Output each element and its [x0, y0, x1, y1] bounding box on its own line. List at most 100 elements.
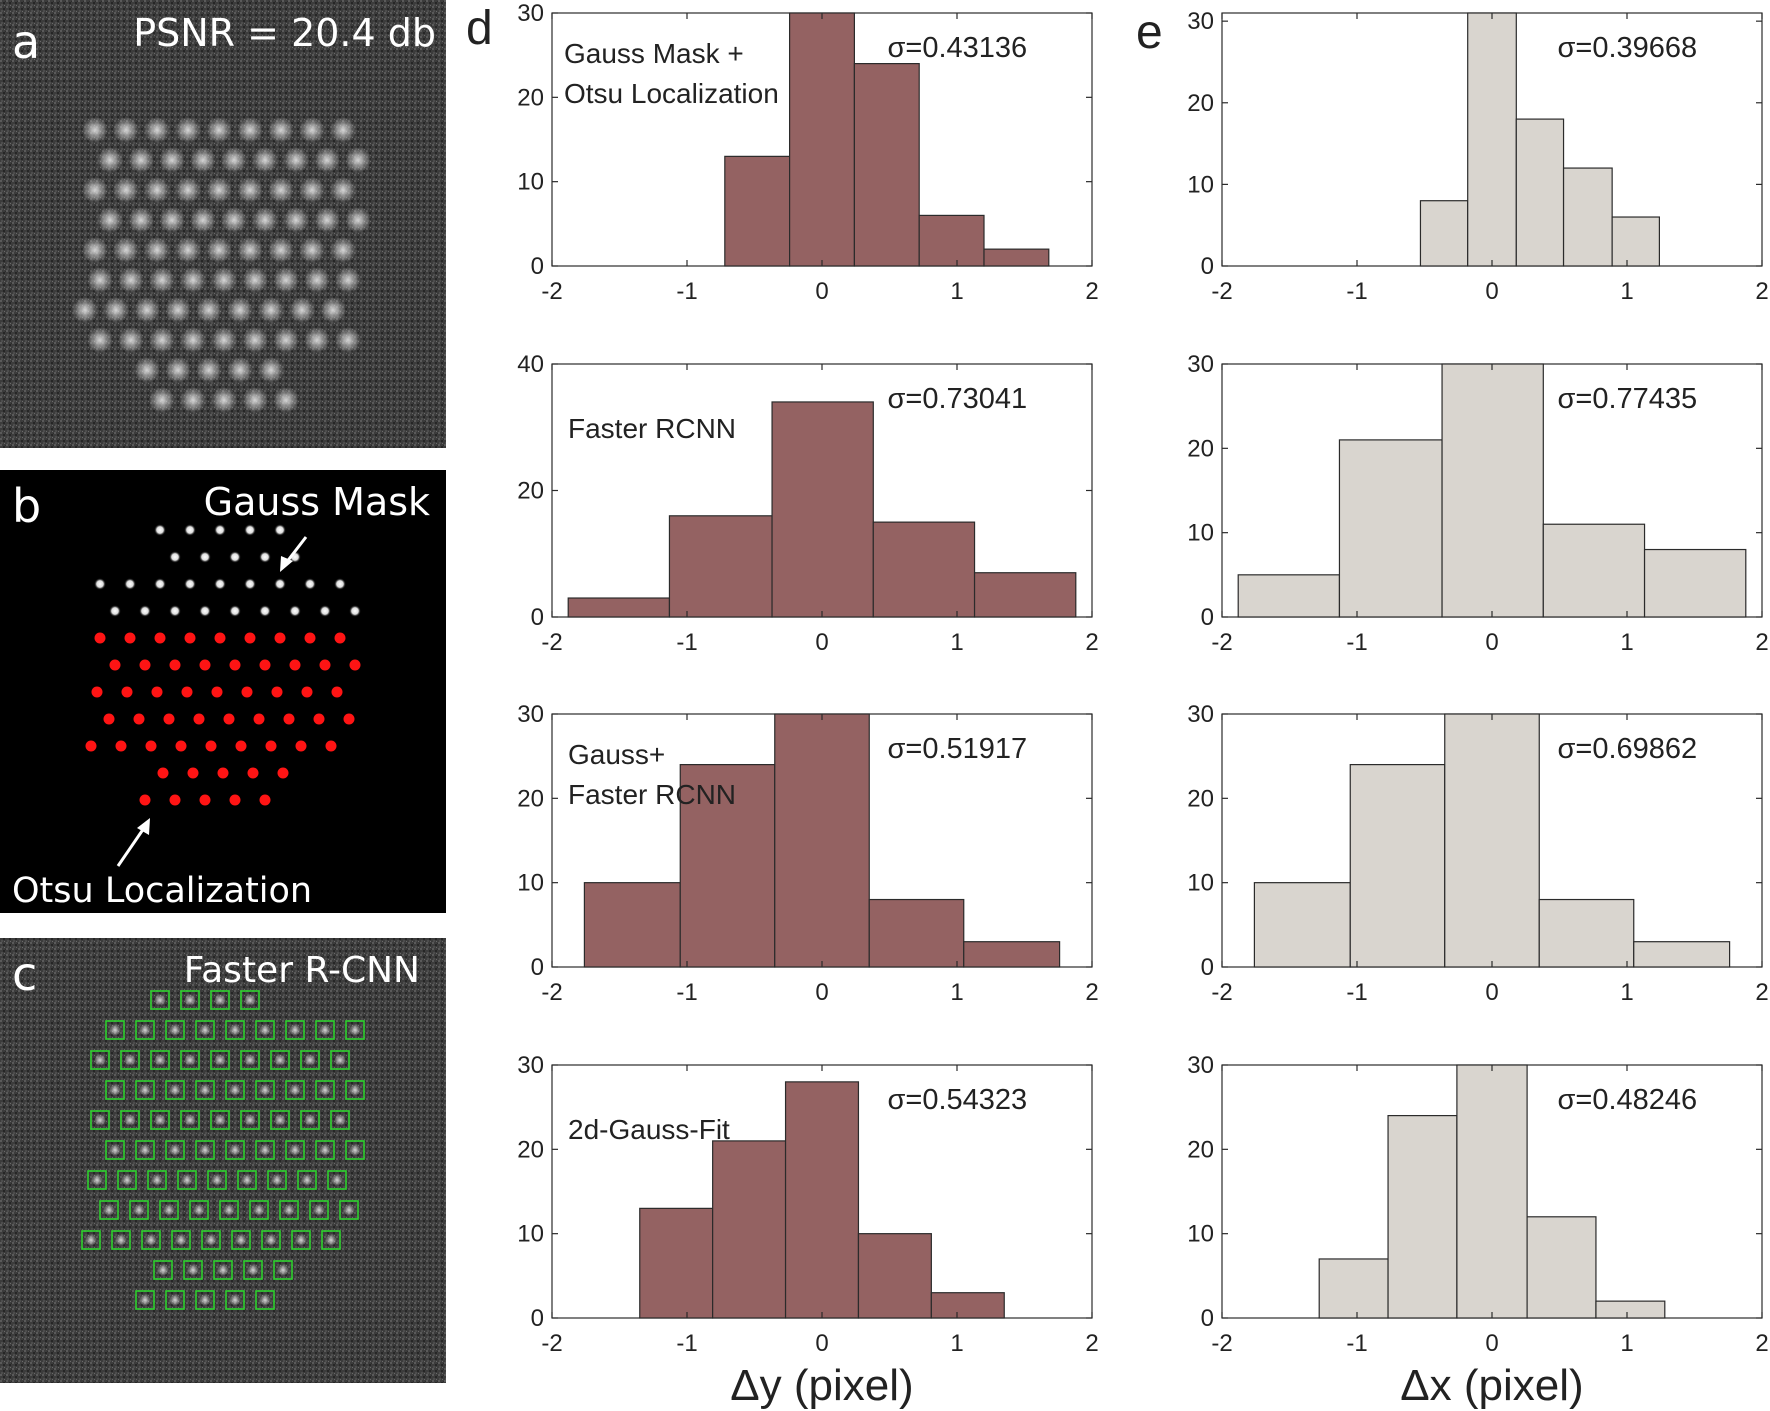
detection-box	[105, 1080, 125, 1100]
y-tick-label: 0	[1201, 954, 1214, 981]
detection-box	[180, 990, 200, 1010]
detection-box	[330, 1050, 350, 1070]
bar	[973, 572, 1077, 618]
spot	[134, 297, 160, 323]
panel-a-spots	[72, 117, 371, 413]
detection-box	[285, 1140, 305, 1160]
otsu-spot	[349, 659, 361, 671]
spot	[289, 1084, 301, 1096]
spot	[199, 1294, 211, 1306]
spot	[265, 1234, 277, 1246]
detection-box	[219, 1200, 239, 1220]
panel-label-b: b	[12, 479, 41, 533]
spot	[345, 207, 371, 233]
spot	[345, 147, 371, 173]
bar	[1538, 898, 1635, 968]
gauss-mask-spot	[349, 605, 361, 617]
x-tick-label: 0	[1485, 278, 1498, 305]
otsu-spot	[271, 686, 283, 698]
y-tick-label: 0	[1201, 604, 1214, 631]
spot	[87, 267, 113, 293]
sigma-label: σ=0.69862	[1558, 733, 1698, 765]
spot	[154, 994, 166, 1006]
x-tick-label: 0	[815, 629, 828, 656]
spot	[259, 1144, 271, 1156]
spot	[283, 207, 309, 233]
x-tick-label: -1	[1346, 278, 1367, 305]
spot	[237, 237, 263, 263]
spot	[139, 1024, 151, 1036]
spot	[258, 297, 284, 323]
sigma-label: σ=0.77435	[1558, 383, 1698, 415]
detection-box	[279, 1200, 299, 1220]
detection-box	[165, 1140, 185, 1160]
spot	[229, 1144, 241, 1156]
panel-c-image: c Faster R-CNN	[0, 938, 446, 1383]
detection-box	[180, 1050, 200, 1070]
gauss-mask-spot	[184, 578, 196, 590]
spot	[199, 1144, 211, 1156]
spot	[343, 1204, 355, 1216]
spot	[180, 327, 206, 353]
gauss-mask-spot	[214, 524, 226, 536]
gauss-mask-spot	[169, 551, 181, 563]
otsu-spot	[283, 713, 295, 725]
spot	[242, 267, 268, 293]
spot	[82, 237, 108, 263]
method-label: Faster RCNN	[568, 779, 736, 810]
otsu-spot	[211, 686, 223, 698]
panel-label-d: d	[466, 2, 493, 55]
gauss-mask-spot	[154, 524, 166, 536]
detection-box	[150, 1110, 170, 1130]
spot	[274, 1114, 286, 1126]
otsu-spot	[301, 686, 313, 698]
spot	[109, 1084, 121, 1096]
y-tick-label: 30	[517, 1052, 544, 1079]
y-tick-label: 20	[517, 478, 544, 505]
spot	[335, 327, 361, 353]
spot	[128, 207, 154, 233]
spot	[335, 267, 361, 293]
spot	[349, 1084, 361, 1096]
spot	[214, 1114, 226, 1126]
y-tick-label: 30	[517, 0, 544, 27]
sigma-label: σ=0.51917	[888, 733, 1028, 765]
x-tick-label: 0	[815, 979, 828, 1006]
spot	[149, 387, 175, 413]
spot	[214, 994, 226, 1006]
bar	[1419, 200, 1469, 267]
x-tick-label: 2	[1755, 1330, 1768, 1357]
detection-box	[270, 1110, 290, 1130]
spot	[319, 1144, 331, 1156]
y-tick-label: 20	[1187, 785, 1214, 812]
bar	[788, 12, 855, 267]
otsu-spot	[109, 659, 121, 671]
spot	[113, 237, 139, 263]
gauss-mask-spot	[304, 578, 316, 590]
gauss-mask-arrowhead	[280, 556, 293, 572]
spot	[103, 1204, 115, 1216]
y-tick-label: 10	[517, 870, 544, 897]
gauss-mask-spot	[229, 605, 241, 617]
spot	[94, 1114, 106, 1126]
otsu-spot	[277, 767, 289, 779]
x-tick-label: 1	[1620, 278, 1633, 305]
detection-box	[345, 1140, 365, 1160]
x-tick-label: -2	[1211, 1330, 1232, 1357]
spot	[252, 147, 278, 173]
spot	[184, 1054, 196, 1066]
spot	[145, 1234, 157, 1246]
spot	[121, 1174, 133, 1186]
y-tick-label: 20	[1187, 90, 1214, 117]
spot	[253, 1204, 265, 1216]
x-tick-label: -1	[676, 278, 697, 305]
gauss-mask-spot	[94, 578, 106, 590]
x-tick-label: 2	[1755, 979, 1768, 1006]
otsu-spot	[265, 740, 277, 752]
otsu-spot	[247, 767, 259, 779]
gauss-mask-spot	[274, 524, 286, 536]
otsu-spot	[169, 659, 181, 671]
bar	[1441, 363, 1544, 618]
spot	[190, 207, 216, 233]
